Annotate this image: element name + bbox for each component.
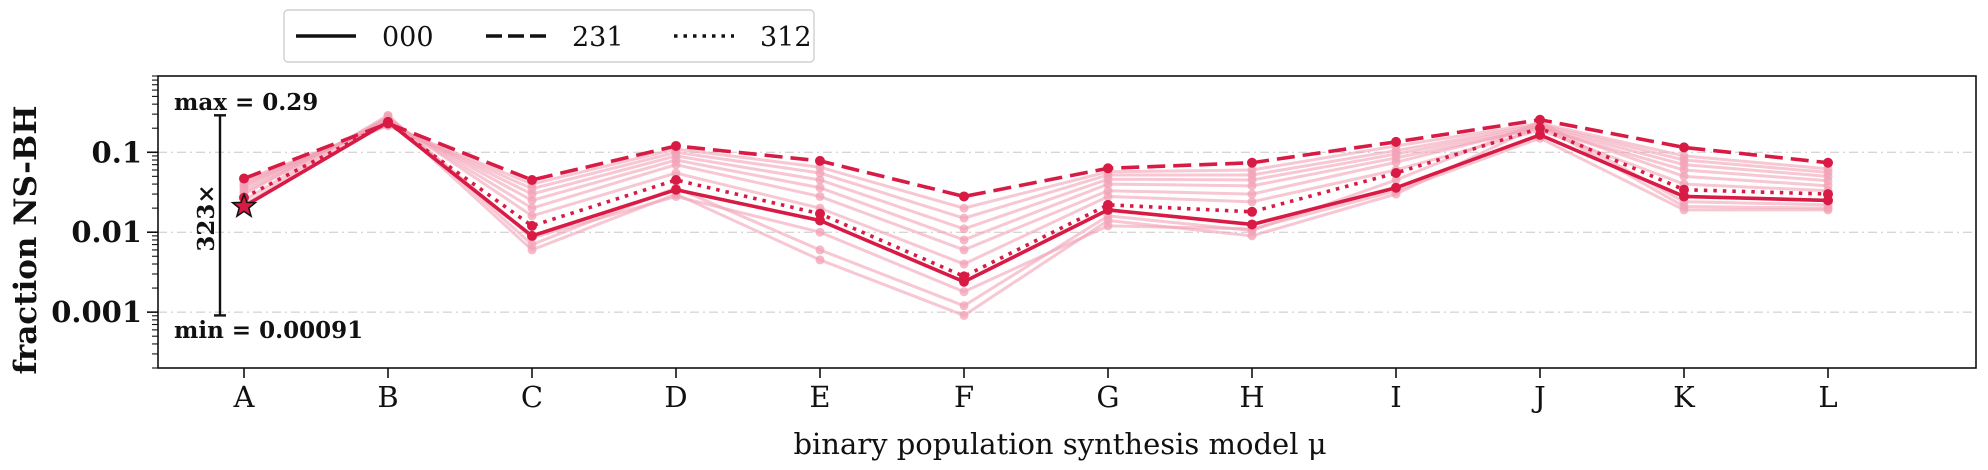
legend-label: 231 bbox=[572, 22, 624, 53]
x-tick-label: A bbox=[233, 380, 256, 414]
data-point-231 bbox=[959, 191, 969, 202]
data-point-231 bbox=[527, 174, 537, 185]
x-tick-label: F bbox=[954, 380, 974, 414]
background-point bbox=[1679, 151, 1689, 161]
data-point-000 bbox=[1247, 219, 1257, 230]
background-point bbox=[959, 235, 969, 245]
y-tick-label: 0.1 bbox=[92, 135, 142, 169]
data-point-231 bbox=[1535, 114, 1545, 125]
x-tick-label: J bbox=[1531, 380, 1546, 414]
data-point-312 bbox=[1823, 189, 1833, 200]
background-point bbox=[527, 203, 537, 213]
background-point bbox=[815, 175, 825, 185]
background-point bbox=[671, 191, 681, 201]
x-axis-label: binary population synthesis model μ bbox=[793, 427, 1326, 461]
y-tick-label: 0.001 bbox=[51, 295, 142, 329]
data-point-312 bbox=[527, 220, 537, 231]
legend: 000 231 312 bbox=[283, 9, 815, 63]
data-point-312 bbox=[1247, 206, 1257, 217]
legend-label: 312 bbox=[760, 22, 812, 53]
background-point bbox=[959, 301, 969, 311]
background-point bbox=[1391, 175, 1401, 185]
data-point-000 bbox=[671, 184, 681, 195]
background-point bbox=[959, 287, 969, 297]
x-tick-label: D bbox=[664, 380, 687, 414]
data-point-231 bbox=[239, 173, 249, 184]
x-tick-label: B bbox=[377, 380, 398, 414]
x-tick-label: K bbox=[1673, 380, 1696, 414]
background-point bbox=[959, 310, 969, 320]
data-point-231 bbox=[815, 155, 825, 166]
x-tick-label: C bbox=[521, 380, 543, 414]
x-tick-label: H bbox=[1239, 380, 1264, 414]
data-point-312 bbox=[959, 271, 969, 282]
data-point-312 bbox=[1391, 168, 1401, 179]
data-point-312 bbox=[815, 208, 825, 219]
background-point bbox=[959, 259, 969, 269]
background-series bbox=[239, 110, 1833, 320]
y-axis-label: fraction NS-BH bbox=[8, 106, 44, 375]
background-point bbox=[1247, 189, 1257, 199]
series-line-312 bbox=[243, 120, 1829, 279]
background-point bbox=[1247, 165, 1257, 175]
series-line-231 bbox=[243, 117, 1829, 199]
data-point-231 bbox=[1247, 157, 1257, 168]
data-point-312 bbox=[1535, 123, 1545, 134]
legend-box bbox=[283, 9, 815, 63]
background-point bbox=[959, 224, 969, 234]
background-point bbox=[671, 168, 681, 178]
background-point bbox=[815, 227, 825, 237]
x-tick-label: E bbox=[809, 380, 830, 414]
data-point-231 bbox=[1679, 142, 1689, 153]
max-annotation: max = 0.29 bbox=[174, 89, 318, 116]
x-ticks: A B C D E F G H I J K L bbox=[233, 368, 1838, 414]
background-point bbox=[959, 203, 969, 213]
background-point bbox=[959, 213, 969, 223]
data-point-000 bbox=[1391, 182, 1401, 193]
background-point bbox=[815, 255, 825, 265]
data-point-000 bbox=[527, 230, 537, 241]
y-tick-label: 0.01 bbox=[71, 215, 142, 249]
data-point-312 bbox=[383, 117, 393, 128]
background-series-line bbox=[243, 120, 1829, 242]
background-series-line bbox=[243, 121, 1829, 210]
background-point bbox=[527, 195, 537, 205]
data-point-312 bbox=[1679, 184, 1689, 195]
x-tick-label: L bbox=[1818, 380, 1837, 414]
annotations: max = 0.29 min = 0.00091 323× bbox=[174, 89, 363, 344]
background-point bbox=[1679, 171, 1689, 181]
series-line-000 bbox=[243, 120, 1829, 284]
background-series-line bbox=[243, 123, 1829, 220]
background-series-line bbox=[243, 121, 1829, 231]
background-point bbox=[527, 211, 537, 221]
min-annotation: min = 0.00091 bbox=[174, 317, 363, 344]
star-marker bbox=[230, 192, 258, 218]
background-point bbox=[815, 183, 825, 193]
data-point-231 bbox=[1391, 136, 1401, 147]
data-point-312 bbox=[671, 174, 681, 185]
data-point-231 bbox=[1823, 157, 1833, 168]
background-point bbox=[1247, 197, 1257, 207]
background-point bbox=[959, 245, 969, 255]
background-point bbox=[1823, 205, 1833, 215]
background-point bbox=[527, 240, 537, 250]
data-point-231 bbox=[671, 140, 681, 151]
data-point-231 bbox=[1103, 163, 1113, 174]
x-tick-label: G bbox=[1096, 380, 1119, 414]
y-ticks: 0.001 0.01 0.1 bbox=[51, 75, 158, 369]
ratio-annotation: 323× bbox=[193, 184, 220, 251]
main-series bbox=[239, 114, 1833, 287]
background-point bbox=[1679, 205, 1689, 215]
background-point bbox=[815, 191, 825, 201]
data-point-312 bbox=[1103, 199, 1113, 210]
background-point bbox=[1103, 186, 1113, 196]
legend-label: 000 bbox=[382, 22, 434, 53]
background-point bbox=[1103, 221, 1113, 231]
plot-frame bbox=[157, 75, 1977, 369]
background-point bbox=[815, 245, 825, 255]
x-tick-label: I bbox=[1390, 380, 1401, 414]
